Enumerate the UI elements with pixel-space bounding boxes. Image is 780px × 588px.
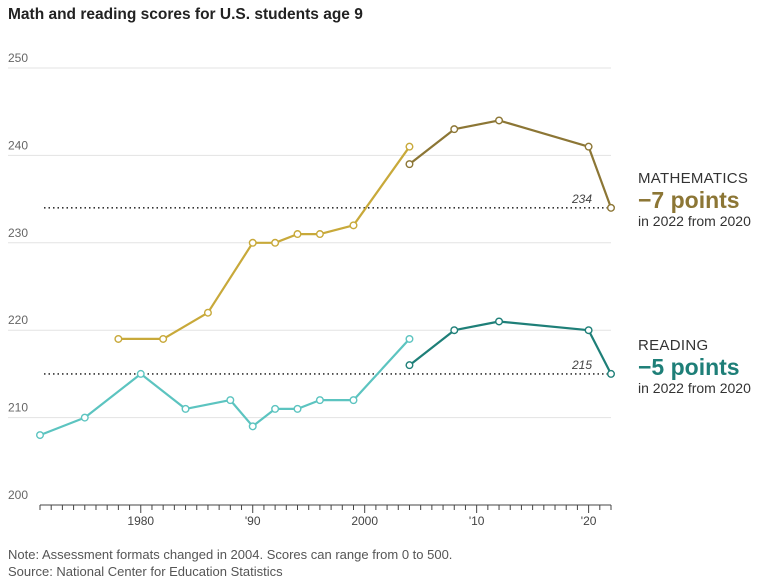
data-point-reading — [248, 422, 257, 431]
y-tick-label: 200 — [8, 488, 28, 502]
footer-source: Source: National Center for Education St… — [8, 564, 283, 579]
data-point-mathematics — [349, 221, 358, 230]
data-point-mathematics — [315, 230, 324, 239]
x-tick-label: 2000 — [351, 514, 378, 528]
series-lines — [39, 119, 613, 437]
data-point-mathematics — [203, 308, 212, 317]
y-tick-label: 230 — [8, 226, 28, 240]
y-tick-label: 250 — [8, 51, 28, 65]
reading-annotation-sub: in 2022 from 2020 — [638, 380, 751, 397]
x-tick-label: '20 — [581, 514, 597, 528]
data-point-reading — [226, 396, 235, 405]
data-point-reading — [495, 317, 504, 326]
data-point-reading — [450, 326, 459, 335]
math-annotation-sub: in 2022 from 2020 — [638, 213, 751, 230]
chart-title: Math and reading scores for U.S. student… — [8, 6, 363, 23]
data-point-reading — [80, 413, 89, 422]
data-point-reading — [405, 334, 414, 343]
data-point-mathematics — [495, 116, 504, 125]
x-tick-label: 1980 — [127, 514, 154, 528]
data-point-mathematics — [248, 238, 257, 247]
data-point-reading — [271, 404, 280, 413]
data-point-mathematics — [271, 238, 280, 247]
data-point-mathematics — [114, 334, 123, 343]
last-value-label-mathematics: 234 — [571, 192, 592, 206]
data-point-reading — [607, 369, 616, 378]
data-point-reading — [315, 396, 324, 405]
data-point-reading — [293, 404, 302, 413]
math-annotation-change: −7 points — [638, 187, 740, 213]
last-value-labels: 234 215 — [571, 192, 592, 372]
data-point-mathematics — [405, 142, 414, 151]
data-point-reading — [136, 369, 145, 378]
y-axis-labels: 200 210 220 230 240 250 — [8, 51, 28, 502]
x-tick-label: '90 — [245, 514, 261, 528]
y-tick-label: 240 — [8, 138, 28, 152]
data-point-reading — [349, 396, 358, 405]
data-point-reading — [36, 431, 45, 440]
data-point-mathematics — [159, 334, 168, 343]
data-point-reading — [405, 361, 414, 370]
data-point-mathematics — [584, 142, 593, 151]
y-tick-label: 210 — [8, 401, 28, 415]
series-points — [36, 116, 616, 440]
data-point-mathematics — [450, 125, 459, 134]
data-point-reading — [181, 404, 190, 413]
last-value-label-reading: 215 — [571, 358, 592, 372]
reading-annotation-name: READING — [638, 337, 709, 354]
reading-annotation: READING −5 points in 2022 from 2020 — [638, 337, 751, 396]
y-tick-label: 220 — [8, 313, 28, 327]
x-tick-label: '10 — [469, 514, 485, 528]
series-line-reading-2 — [39, 338, 411, 437]
footer-note: Note: Assessment formats changed in 2004… — [8, 547, 453, 562]
math-annotation-name: MATHEMATICS — [638, 170, 749, 187]
data-point-mathematics — [293, 230, 302, 239]
gridlines — [8, 67, 611, 419]
math-annotation: MATHEMATICS −7 points in 2022 from 2020 — [638, 170, 751, 229]
data-point-reading — [584, 326, 593, 335]
data-point-mathematics — [405, 160, 414, 169]
reading-annotation-change: −5 points — [638, 354, 740, 380]
footer-notes: Note: Assessment formats changed in 2004… — [8, 546, 452, 580]
data-point-mathematics — [607, 203, 616, 212]
x-axis: 1980 '90 2000 '10 '20 — [39, 504, 612, 528]
